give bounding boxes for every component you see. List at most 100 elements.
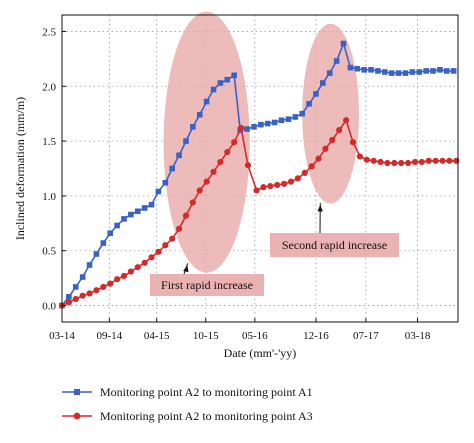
data-point	[253, 187, 260, 194]
data-point	[430, 68, 436, 74]
data-point	[237, 124, 245, 132]
data-point	[423, 68, 429, 74]
data-point	[368, 67, 374, 73]
data-point	[391, 159, 398, 167]
legend-marker	[73, 412, 81, 420]
data-point	[444, 68, 450, 74]
data-point	[267, 182, 274, 190]
annotation-2: Second rapid increase	[270, 203, 399, 257]
annotation-1: First rapid increase	[150, 263, 264, 296]
data-point	[361, 67, 367, 73]
data-point	[326, 70, 333, 76]
axes: 0.0 0.5 1.0 1.5 2.0 2.5 03-14 09-14 04-15 10-15 05…	[42, 14, 459, 342]
y-tick-label: 0.0	[42, 301, 56, 313]
data-point	[287, 178, 295, 185]
data-point	[409, 69, 416, 75]
data-point	[72, 295, 79, 303]
annotation-text: First rapid increase	[161, 278, 253, 292]
y-tick-label: 2.5	[42, 26, 56, 38]
data-point	[210, 86, 217, 93]
data-point	[278, 117, 285, 124]
data-point	[66, 293, 72, 300]
data-point	[363, 156, 370, 163]
data-point	[439, 157, 446, 164]
data-point	[79, 274, 86, 280]
data-point	[210, 168, 217, 175]
data-point	[416, 69, 423, 75]
legend-marker	[74, 389, 80, 395]
data-point	[176, 152, 182, 159]
data-point	[395, 70, 402, 76]
data-point	[79, 292, 86, 299]
data-point	[217, 80, 224, 86]
data-point	[356, 153, 363, 160]
data-point	[294, 175, 301, 182]
data-point	[121, 216, 127, 222]
series-line	[61, 118, 457, 307]
data-point	[196, 187, 203, 194]
annotation-arrowhead	[183, 265, 189, 273]
data-point	[72, 284, 79, 290]
x-tick-label: 12-16	[303, 330, 329, 342]
data-point	[384, 159, 391, 167]
data-point	[313, 91, 319, 97]
data-point	[93, 287, 100, 294]
x-tick-label: 04-15	[144, 330, 170, 342]
data-point	[432, 157, 439, 164]
data-point	[281, 180, 288, 187]
annotation-arrowhead	[317, 205, 323, 212]
data-point	[148, 201, 155, 208]
data-point	[128, 211, 134, 218]
series-layer	[58, 40, 460, 309]
y-tick-label: 2.0	[42, 81, 56, 93]
data-point	[333, 58, 340, 64]
data-point	[258, 121, 264, 128]
data-point	[141, 205, 148, 211]
data-point	[320, 80, 326, 86]
legend-item-1: Monitoring point A2 to monitoring point …	[62, 385, 313, 399]
data-point	[349, 139, 357, 146]
legend-label: Monitoring point A2 to monitoring point …	[100, 409, 313, 423]
data-point	[190, 124, 196, 130]
data-point	[411, 158, 419, 166]
data-point	[120, 272, 128, 280]
data-point	[336, 127, 343, 134]
data-point	[377, 158, 384, 166]
data-point	[306, 101, 312, 107]
data-point	[155, 188, 162, 195]
data-point	[251, 124, 257, 130]
data-point	[203, 178, 210, 185]
data-point	[404, 159, 412, 167]
x-tick-label: 09-14	[97, 330, 123, 342]
data-point	[329, 136, 336, 144]
data-point	[169, 165, 175, 172]
data-point	[189, 199, 196, 206]
data-point	[299, 110, 305, 117]
data-point	[100, 240, 107, 246]
data-point	[347, 64, 354, 71]
annotation-box	[150, 274, 264, 296]
annotations: First rapid increase Second rapid increas…	[150, 203, 399, 296]
annotation-box	[270, 233, 399, 257]
data-point	[354, 65, 361, 72]
y-tick-label: 0.5	[42, 246, 56, 258]
data-point	[217, 158, 224, 166]
data-point	[292, 114, 299, 120]
x-axis-title: Date (mm'-'yy)	[224, 346, 297, 360]
legend-label: Monitoring point A2 to monitoring point …	[100, 385, 313, 399]
data-point	[402, 70, 409, 76]
data-point	[134, 208, 141, 215]
data-point	[231, 139, 238, 146]
x-tick-label: 03-14	[49, 330, 75, 342]
data-point	[134, 264, 141, 271]
data-point	[175, 225, 183, 232]
y-tick-label: 1.0	[42, 191, 56, 203]
data-point	[224, 76, 231, 83]
data-point	[244, 126, 250, 132]
data-point	[450, 68, 457, 74]
y-tick-label: 1.5	[42, 136, 56, 148]
y-axis-title: Inclined deformation (mm/m)	[13, 97, 27, 240]
x-tick-label: 07-17	[353, 330, 379, 342]
data-point	[155, 248, 162, 255]
